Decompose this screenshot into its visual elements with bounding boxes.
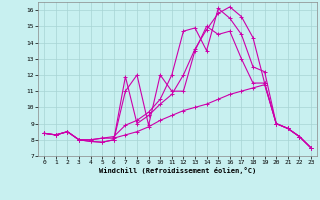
- X-axis label: Windchill (Refroidissement éolien,°C): Windchill (Refroidissement éolien,°C): [99, 167, 256, 174]
